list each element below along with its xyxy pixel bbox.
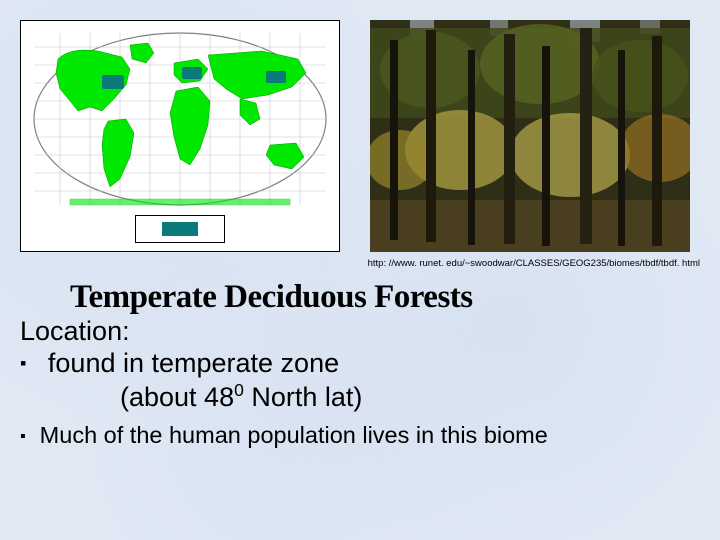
citation-text: http: //www. runet. edu/~swoodwar/CLASSE…: [0, 256, 720, 275]
slide-title: Temperate Deciduous Forests: [0, 279, 720, 316]
bullet1-text-a: found in temperate zone: [48, 348, 339, 378]
bullet-temperate-zone: found in temperate zone: [0, 348, 720, 380]
world-map: [29, 29, 331, 209]
forest-photo: [370, 20, 690, 252]
bullet1b-post: North lat): [244, 382, 363, 412]
location-heading: Location:: [0, 316, 720, 348]
bullet1-subline: (about 480 North lat): [0, 380, 720, 414]
legend-swatch-biome: [162, 222, 198, 236]
bullet1b-pre: (about 48: [120, 382, 234, 412]
world-map-figure: [20, 20, 340, 252]
bullet-population: Much of the human population lives in th…: [0, 422, 720, 449]
bullet1b-sup: 0: [234, 380, 244, 400]
map-legend: [135, 215, 225, 243]
